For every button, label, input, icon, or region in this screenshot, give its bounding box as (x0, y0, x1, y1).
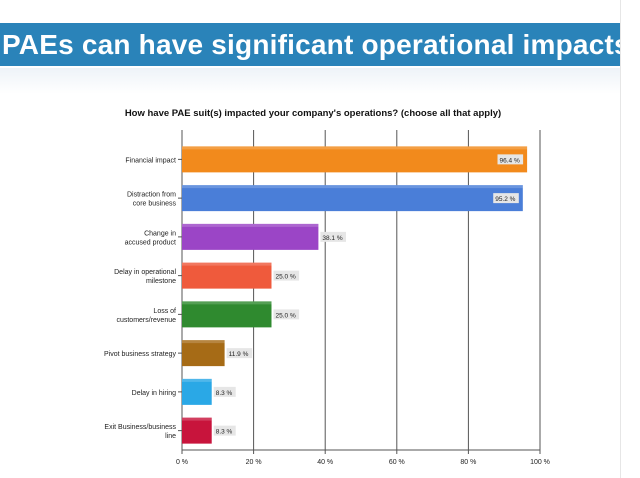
value-label-box (226, 348, 253, 359)
gridlines (181, 130, 541, 450)
bar (182, 378, 212, 405)
x-axis: 0 % 20 % 40 % 60 % 80 % 100 % (176, 449, 550, 466)
bar (182, 146, 528, 173)
bar (182, 185, 523, 212)
category-label-line: Financial impact (125, 157, 176, 164)
category-label-line: line (165, 433, 176, 440)
bar (182, 340, 225, 367)
value-label: 96.4 % (500, 157, 520, 164)
category-label-line: Delay in hiring (132, 390, 176, 397)
bar-chart: How have PAE suit(s) impacted your compa… (104, 108, 550, 466)
value-label: 8.3 % (216, 390, 233, 397)
category-label: Delay in operational milestone (114, 269, 176, 285)
bar-highlight (182, 146, 528, 150)
x-tick-label: 100 % (530, 459, 550, 466)
category-label: Financial impact (125, 157, 176, 164)
bar (182, 301, 272, 328)
category-label-line: Loss of (153, 308, 176, 315)
x-tick-label: 20 % (246, 459, 262, 466)
value-label-box (273, 270, 300, 281)
title-band: PAEs can have significant operational im… (0, 23, 630, 66)
category-label-line: customers/revenue (116, 317, 176, 324)
x-tick-label: 0 % (176, 459, 188, 466)
bar-highlight (182, 262, 272, 266)
category-label-line: Pivot business strategy (104, 351, 176, 358)
value-label-box (213, 386, 236, 397)
bar-highlight (182, 185, 523, 189)
category-label: Exit Business/business line (104, 424, 176, 440)
category-label-line: Delay in operational (114, 269, 176, 276)
bar (182, 262, 272, 289)
category-label: Distraction from core business (127, 192, 177, 208)
value-label: 11.9 % (229, 351, 249, 358)
bar-highlight (182, 340, 225, 344)
right-edge-strip (620, 0, 640, 478)
title-shadow-band (0, 68, 620, 94)
bars: 96.4 % 95.2 % 38.1 % 25.0 % 25.0 % 11.9 % 8.3 … (182, 146, 528, 444)
bar (182, 417, 212, 444)
category-label: Change in accused product (125, 230, 176, 246)
category-label-line: Change in (144, 230, 176, 237)
category-label: Loss of customers/revenue (116, 308, 176, 324)
value-label: 8.3 % (216, 429, 233, 436)
value-label-box (320, 231, 346, 242)
value-label-box (273, 309, 300, 320)
slide-title: PAEs can have significant operational im… (2, 29, 630, 60)
bar-highlight (182, 378, 212, 382)
bar-highlight (182, 301, 272, 305)
value-label: 95.2 % (495, 196, 515, 203)
category-labels: Financial impact Distraction from core bus… (104, 157, 182, 440)
x-tick-label: 80 % (460, 459, 476, 466)
category-label: Delay in hiring (132, 390, 176, 397)
value-label-box (493, 193, 519, 204)
value-label-box (213, 425, 236, 436)
category-label-line: core business (133, 201, 177, 208)
x-tick-label: 40 % (317, 459, 333, 466)
category-label-line: Distraction from (127, 192, 176, 199)
value-label: 25.0 % (276, 312, 296, 319)
category-label-line: accused product (125, 239, 176, 246)
value-label: 38.1 % (322, 235, 342, 242)
bar (182, 223, 319, 250)
value-label: 25.0 % (276, 274, 296, 281)
bar-highlight (182, 417, 212, 421)
value-label-box (497, 154, 524, 165)
category-label-line: milestone (146, 278, 176, 285)
x-tick-label: 60 % (389, 459, 405, 466)
category-label: Pivot business strategy (104, 351, 176, 358)
chart-title: How have PAE suit(s) impacted your compa… (125, 108, 501, 119)
category-label-line: Exit Business/business (104, 424, 176, 431)
bar-highlight (182, 223, 319, 227)
